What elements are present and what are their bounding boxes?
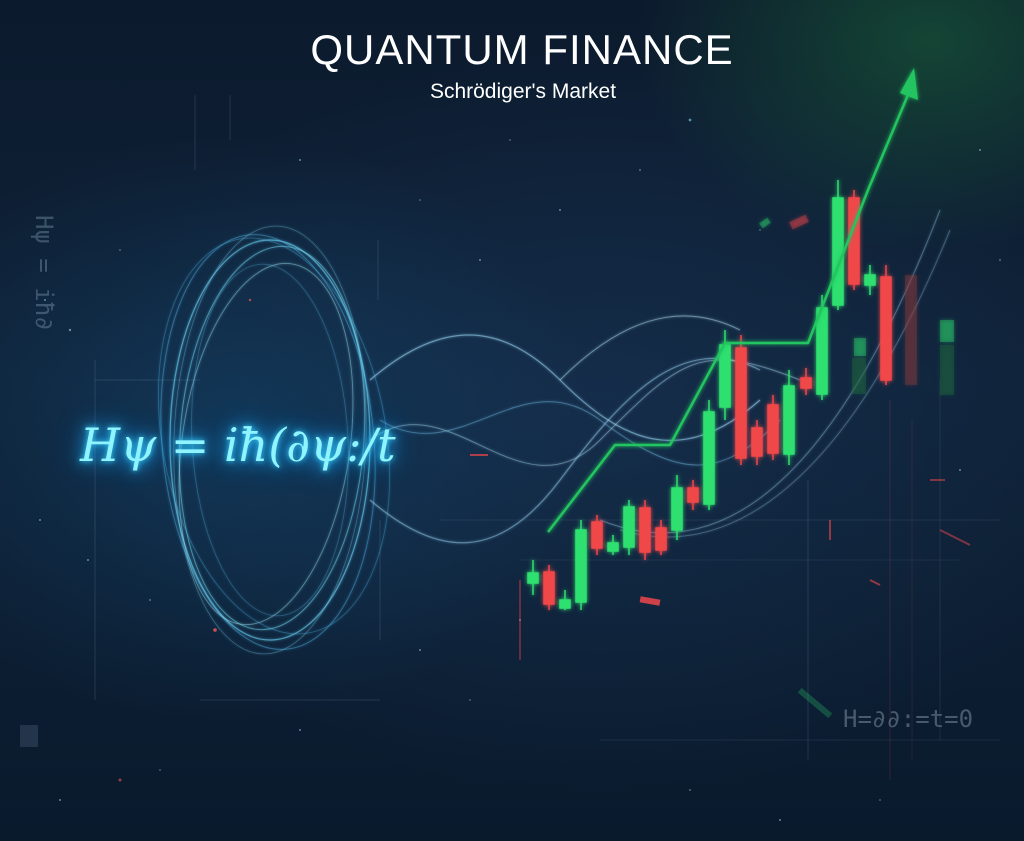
background-grid	[94, 95, 1000, 780]
page-subtitle: Schrödiger's Market	[429, 80, 617, 103]
candle-down-group	[543, 190, 892, 610]
faint-equation-left: Hψ = iħ∂	[30, 215, 58, 331]
faded-candles	[759, 214, 954, 395]
schrodinger-equation: Hψ = iħ(∂ψ:/t	[80, 418, 396, 472]
trend-line	[547, 68, 918, 533]
wave-function-ring	[157, 225, 391, 655]
candle-up-group	[527, 180, 876, 610]
faint-equation-bottom-right: H=∂∂:=t=0	[843, 705, 974, 733]
page-title: QUANTUM FINANCE	[310, 26, 734, 73]
market-shards	[20, 454, 971, 747]
up-arrow-icon	[900, 68, 918, 100]
candlestick-chart	[527, 180, 954, 610]
